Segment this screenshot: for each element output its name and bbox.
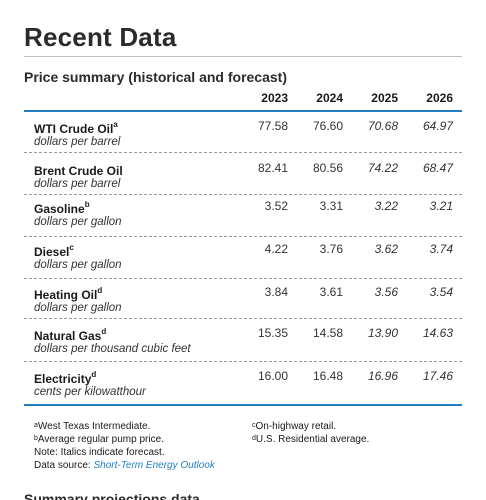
row-divider xyxy=(24,318,462,319)
page-title: Recent Data xyxy=(24,22,177,52)
row-divider xyxy=(24,152,462,153)
value-cell-2024: 80.56 xyxy=(312,161,343,175)
row-divider xyxy=(24,278,462,279)
footnote-a: aWest Texas Intermediate. xyxy=(34,421,151,432)
row-unit: dollars per gallon xyxy=(34,216,122,228)
table-bottom-divider xyxy=(24,404,462,406)
title-divider xyxy=(24,56,462,57)
footnote-b: bAverage regular pump price. xyxy=(34,434,164,445)
value-cell-2026: 17.46 xyxy=(422,369,453,383)
value-cell-2026: 3.21 xyxy=(429,199,453,213)
row-name: Electricityd xyxy=(34,370,97,386)
row-divider xyxy=(24,361,462,362)
value-cell-2025: 3.62 xyxy=(374,242,398,256)
row-divider xyxy=(24,194,462,195)
row-name: Gasolineb xyxy=(34,200,90,216)
forecast-note: Note: Italics indicate forecast. xyxy=(34,447,165,458)
data-source: Data source: Short-Term Energy Outlook xyxy=(34,460,215,471)
value-cell-2025: 70.68 xyxy=(367,119,398,133)
value-cell-2024: 14.58 xyxy=(312,326,343,340)
value-cell-2024: 3.31 xyxy=(319,199,343,213)
next-section-heading: Summary projections data xyxy=(24,491,200,500)
column-header-2023: 2023 xyxy=(261,91,288,105)
row-unit: dollars per gallon xyxy=(34,259,122,271)
header-divider xyxy=(24,110,462,112)
value-cell-2024: 76.60 xyxy=(312,119,343,133)
row-unit: cents per kilowatthour xyxy=(34,386,146,398)
value-cell-2023: 15.35 xyxy=(257,326,288,340)
row-unit: dollars per barrel xyxy=(34,136,121,148)
row-name: Heating Oild xyxy=(34,286,103,302)
value-cell-2023: 4.22 xyxy=(264,242,288,256)
value-cell-2023: 3.52 xyxy=(264,199,288,213)
footnote-c: cOn-highway retail. xyxy=(252,421,337,432)
value-cell-2024: 3.76 xyxy=(319,242,343,256)
value-cell-2024: 3.61 xyxy=(319,285,343,299)
row-name: WTI Crude Oila xyxy=(34,120,118,136)
value-cell-2025: 16.96 xyxy=(367,369,398,383)
value-cell-2023: 82.41 xyxy=(257,161,288,175)
value-cell-2026: 68.47 xyxy=(422,161,453,175)
row-unit: dollars per gallon xyxy=(34,302,122,314)
table-subtitle: Price summary (historical and forecast) xyxy=(24,69,287,85)
row-name: Natural Gasd xyxy=(34,327,107,343)
column-headers: 2023 2024 2025 2026 xyxy=(0,91,486,111)
row-name: Brent Crude Oil xyxy=(34,164,123,178)
row-name: Dieselc xyxy=(34,243,74,259)
value-cell-2025: 13.90 xyxy=(367,326,398,340)
value-cell-2023: 3.84 xyxy=(264,285,288,299)
value-cell-2026: 64.97 xyxy=(422,119,453,133)
value-cell-2025: 74.22 xyxy=(367,161,398,175)
value-cell-2023: 77.58 xyxy=(257,119,288,133)
column-header-2024: 2024 xyxy=(316,91,343,105)
value-cell-2026: 14.63 xyxy=(422,326,453,340)
data-source-link[interactable]: Short-Term Energy Outlook xyxy=(93,460,215,471)
row-unit: dollars per thousand cubic feet xyxy=(34,343,191,355)
value-cell-2025: 3.22 xyxy=(374,199,398,213)
value-cell-2026: 3.74 xyxy=(429,242,453,256)
footnote-d: dU.S. Residential average. xyxy=(252,434,370,445)
value-cell-2025: 3.56 xyxy=(374,285,398,299)
value-cell-2024: 16.48 xyxy=(312,369,343,383)
column-header-2026: 2026 xyxy=(426,91,453,105)
value-cell-2023: 16.00 xyxy=(257,369,288,383)
value-cell-2026: 3.54 xyxy=(429,285,453,299)
row-divider xyxy=(24,236,462,237)
column-header-2025: 2025 xyxy=(371,91,398,105)
row-unit: dollars per barrel xyxy=(34,178,121,190)
